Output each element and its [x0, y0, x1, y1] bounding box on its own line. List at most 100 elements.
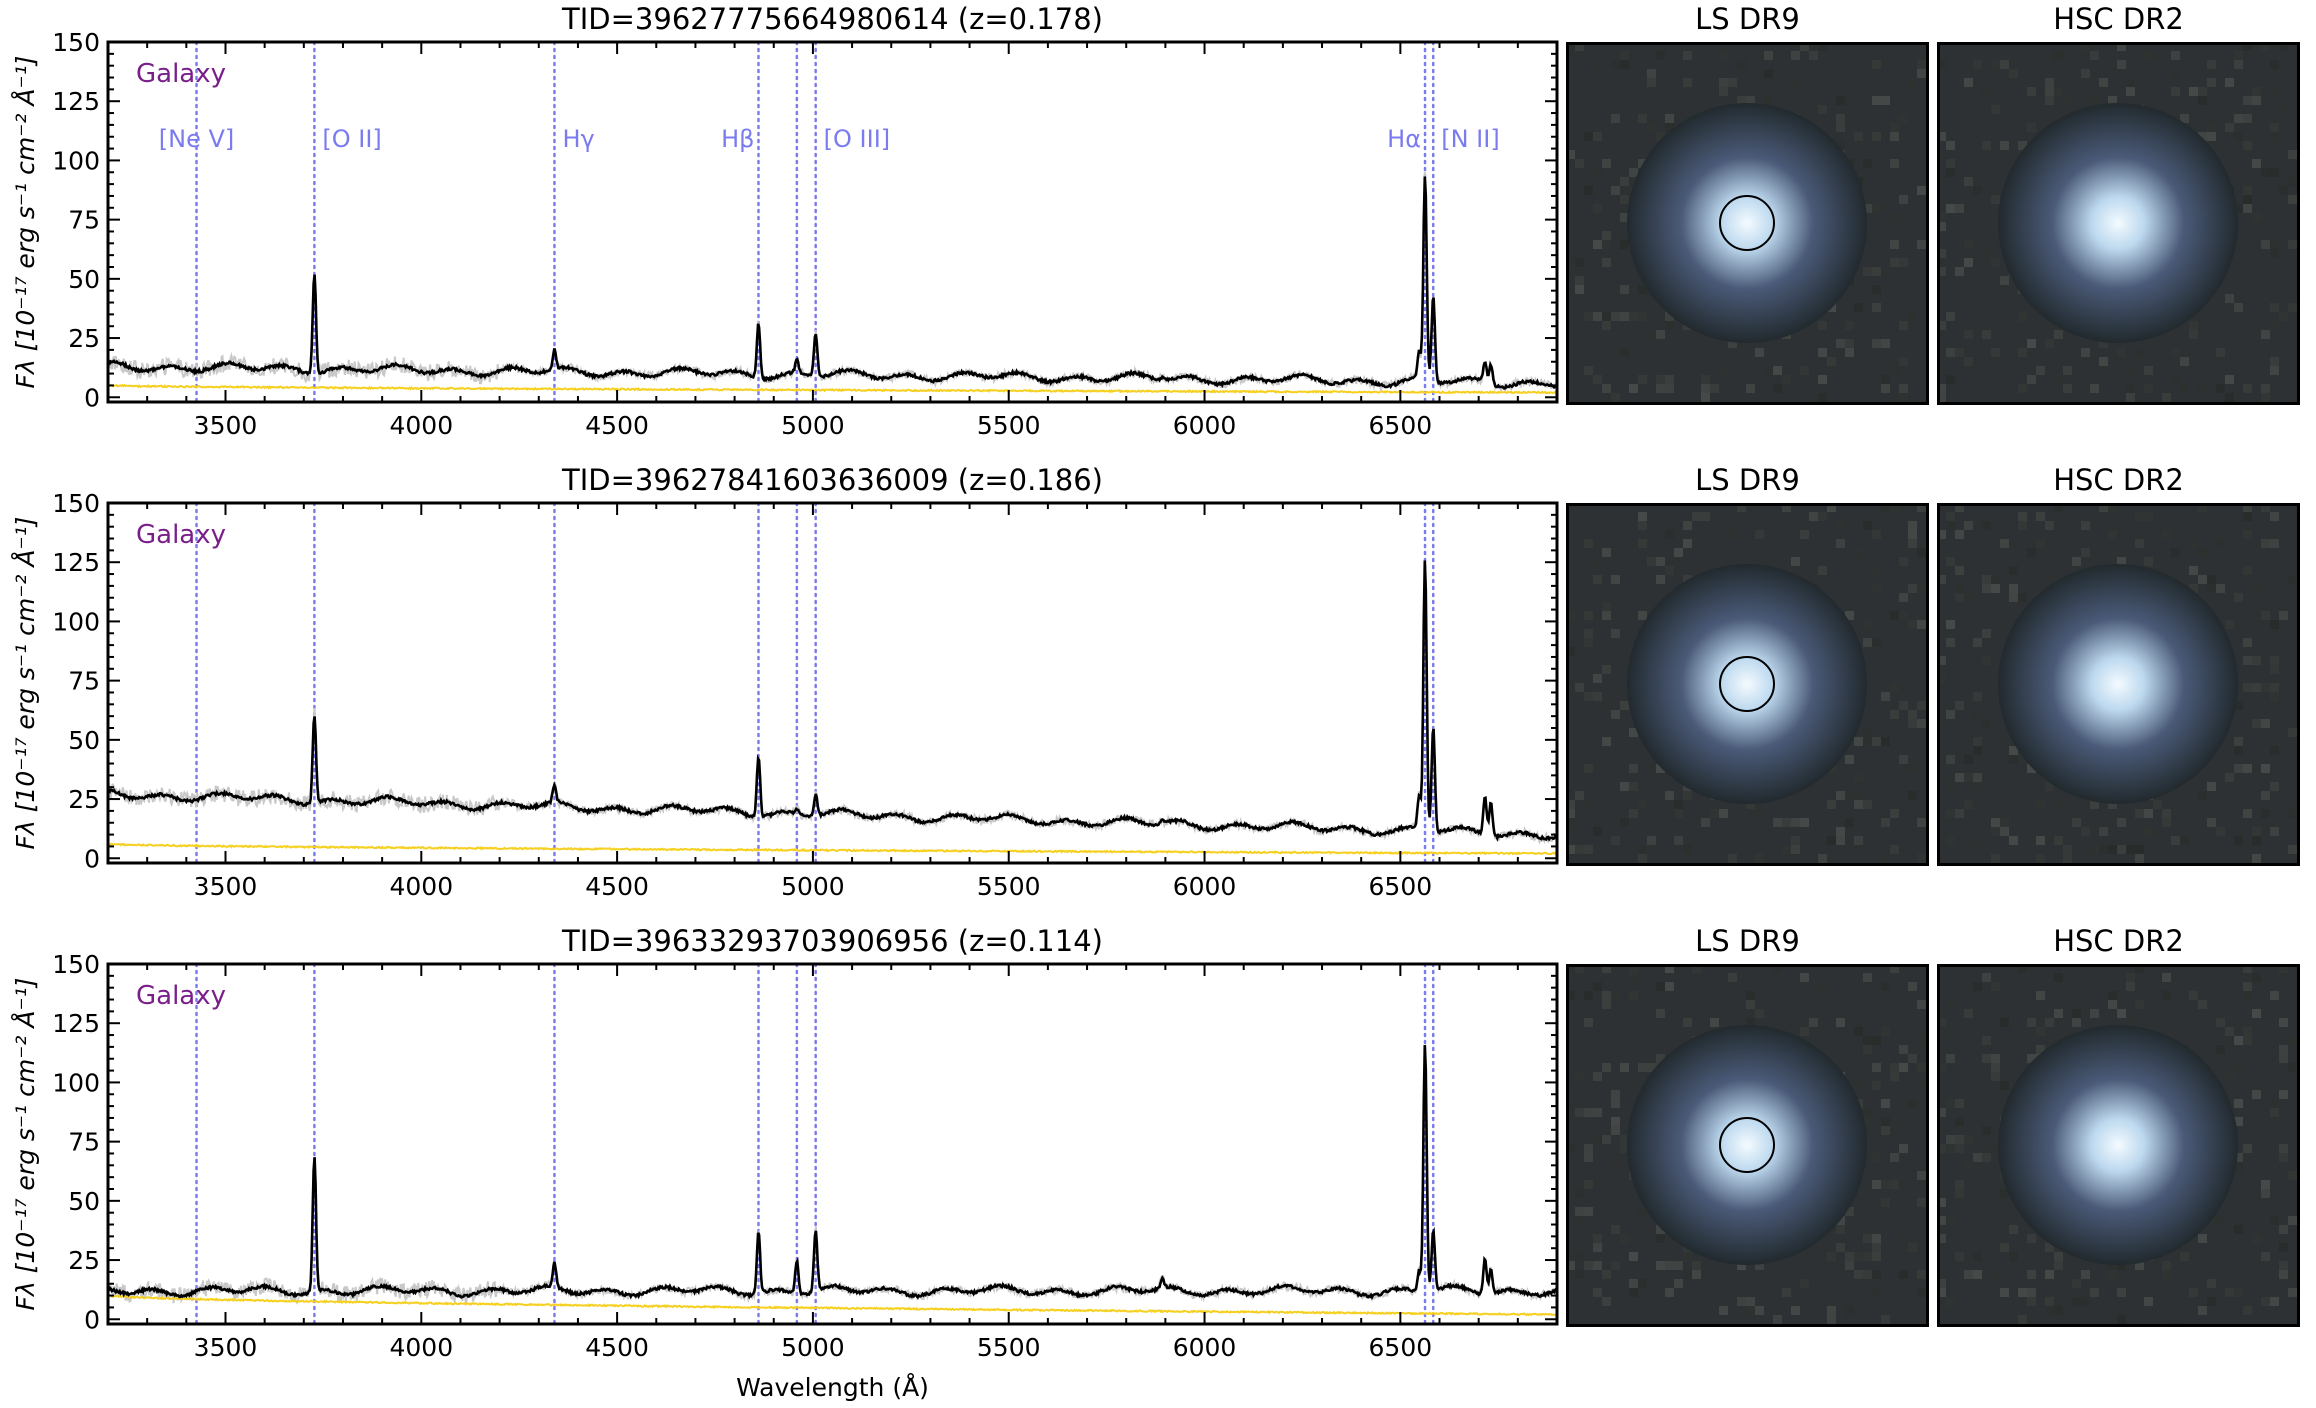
- cutout-noise-pixel: [2126, 384, 2135, 393]
- cutout-noise-pixel: [1629, 809, 1638, 818]
- cutout-noise-pixel: [1728, 854, 1737, 863]
- cutout-noise-pixel: [2234, 1288, 2243, 1297]
- cutout-noise-pixel: [1791, 836, 1800, 845]
- cutout-noise-pixel: [1620, 177, 1629, 186]
- cutout-noise-pixel: [2279, 105, 2288, 114]
- class-label: Galaxy: [136, 981, 226, 1011]
- y-tick-label: 75: [68, 1128, 100, 1157]
- cutout-noise-pixel: [1620, 213, 1629, 222]
- cutout-noise-pixel: [2018, 1288, 2027, 1297]
- cutout-noise-pixel: [2234, 593, 2243, 602]
- cutout-noise-pixel: [1620, 1063, 1629, 1072]
- cutout-noise-pixel: [2243, 530, 2252, 539]
- cutout-noise-pixel: [1973, 186, 1982, 195]
- cutout-noise-pixel: [1946, 782, 1955, 791]
- cutout-noise-pixel: [2270, 240, 2279, 249]
- spectrum-panel-1: TID=39627775664980614 (z=0.178) [Ne V] [O …: [11, 2, 1559, 440]
- cutout-noise-pixel: [1946, 557, 1955, 566]
- cutout-noise-pixel: [1964, 240, 1973, 249]
- cutout-noise-pixel: [2216, 584, 2225, 593]
- cutout-noise-pixel: [1890, 1126, 1899, 1135]
- cutout-noise-pixel: [2045, 1297, 2054, 1306]
- cutout-noise-pixel: [2288, 240, 2297, 249]
- cutout-noise-pixel: [1755, 854, 1764, 863]
- cutout-noise-pixel: [2081, 1297, 2090, 1306]
- cutout-title: LS DR9: [1695, 924, 1800, 958]
- cutout-noise-pixel: [1946, 375, 1955, 384]
- cutout-noise-pixel: [2018, 1315, 2027, 1324]
- cutout-noise-pixel: [2279, 611, 2288, 620]
- cutout-noise-pixel: [2081, 69, 2090, 78]
- cutout-noise-pixel: [1584, 800, 1593, 809]
- cutout-noise-pixel: [2270, 512, 2279, 521]
- cutout-noise-pixel: [1946, 1144, 1955, 1153]
- cutout-noise-pixel: [2279, 1018, 2288, 1027]
- cutout-noise-pixel: [1955, 593, 1964, 602]
- cutout-noise-pixel: [1728, 78, 1737, 87]
- cutout-noise-pixel: [2090, 96, 2099, 105]
- cutout-noise-pixel: [2117, 1009, 2126, 1018]
- cutout-noise-pixel: [1946, 710, 1955, 719]
- cutout-noise-pixel: [2180, 357, 2189, 366]
- cutout-noise-pixel: [2126, 973, 2135, 982]
- cutout-noise-pixel: [1854, 800, 1863, 809]
- cutout-noise-pixel: [1620, 195, 1629, 204]
- cutout-noise-pixel: [1854, 132, 1863, 141]
- cutout-noise-pixel: [1602, 240, 1611, 249]
- cutout-noise-pixel: [2117, 1288, 2126, 1297]
- cutout-noise-pixel: [1899, 393, 1908, 402]
- cutout-noise-pixel: [1836, 339, 1845, 348]
- cutout-noise-pixel: [1872, 1153, 1881, 1162]
- cutout-noise-pixel: [1890, 809, 1899, 818]
- cutout-noise-pixel: [2135, 1000, 2144, 1009]
- cutout-noise-pixel: [1611, 60, 1620, 69]
- cutout-noise-pixel: [1908, 1099, 1917, 1108]
- cutout-noise-pixel: [1575, 791, 1584, 800]
- cutout-noise-pixel: [2054, 800, 2063, 809]
- cutout-noise-pixel: [2270, 321, 2279, 330]
- cutout-noise-pixel: [1737, 503, 1746, 512]
- cutout-noise-pixel: [2207, 60, 2216, 69]
- cutout-noise-pixel: [2171, 836, 2180, 845]
- cutout-noise-pixel: [1638, 854, 1647, 863]
- cutout-noise-pixel: [1818, 42, 1827, 51]
- cutout-noise-pixel: [1746, 991, 1755, 1000]
- cutout-noise-pixel: [2270, 357, 2279, 366]
- cutout-noise-pixel: [1845, 818, 1854, 827]
- cutout-noise-pixel: [2018, 312, 2027, 321]
- cutout-noise-pixel: [1602, 258, 1611, 267]
- cutout-noise-pixel: [2045, 1243, 2054, 1252]
- cutout-noise-pixel: [1611, 575, 1620, 584]
- cutout-noise-pixel: [1575, 159, 1584, 168]
- cutout-noise-pixel: [2270, 1108, 2279, 1117]
- cutout-noise-pixel: [2108, 800, 2117, 809]
- cutout-noise-pixel: [1946, 168, 1955, 177]
- cutout-noise-pixel: [1937, 575, 1946, 584]
- cutout-noise-pixel: [1872, 1081, 1881, 1090]
- cutout-noise-pixel: [1602, 384, 1611, 393]
- cutout-noise-pixel: [1899, 258, 1908, 267]
- cutout-noise-pixel: [1937, 249, 1946, 258]
- cutout-noise-pixel: [1611, 991, 1620, 1000]
- cutout-noise-pixel: [2288, 728, 2297, 737]
- cutout-noise-pixel: [1746, 1000, 1755, 1009]
- cutout-noise-pixel: [2081, 827, 2090, 836]
- cutout-noise-pixel: [1629, 964, 1638, 973]
- cutout-noise-pixel: [1863, 737, 1872, 746]
- cutout-noise-pixel: [2252, 973, 2261, 982]
- cutout-noise-pixel: [2243, 384, 2252, 393]
- cutout-noise-pixel: [2243, 1036, 2252, 1045]
- panel-title: TID=39627841603636009 (z=0.186): [561, 463, 1103, 497]
- cutout-noise-pixel: [1917, 854, 1926, 863]
- cutout-noise-pixel: [1917, 818, 1926, 827]
- cutout-noise-pixel: [1629, 764, 1638, 773]
- cutout-noise-pixel: [1737, 60, 1746, 69]
- cutout-noise-pixel: [2009, 836, 2018, 845]
- cutout-noise-pixel: [1611, 348, 1620, 357]
- cutout-noise-pixel: [1719, 78, 1728, 87]
- cutout-noise-pixel: [1946, 512, 1955, 521]
- cutout-noise-pixel: [2288, 177, 2297, 186]
- cutout-noise-pixel: [2054, 51, 2063, 60]
- cutout-noise-pixel: [1602, 1135, 1611, 1144]
- cutout-noise-pixel: [1755, 1306, 1764, 1315]
